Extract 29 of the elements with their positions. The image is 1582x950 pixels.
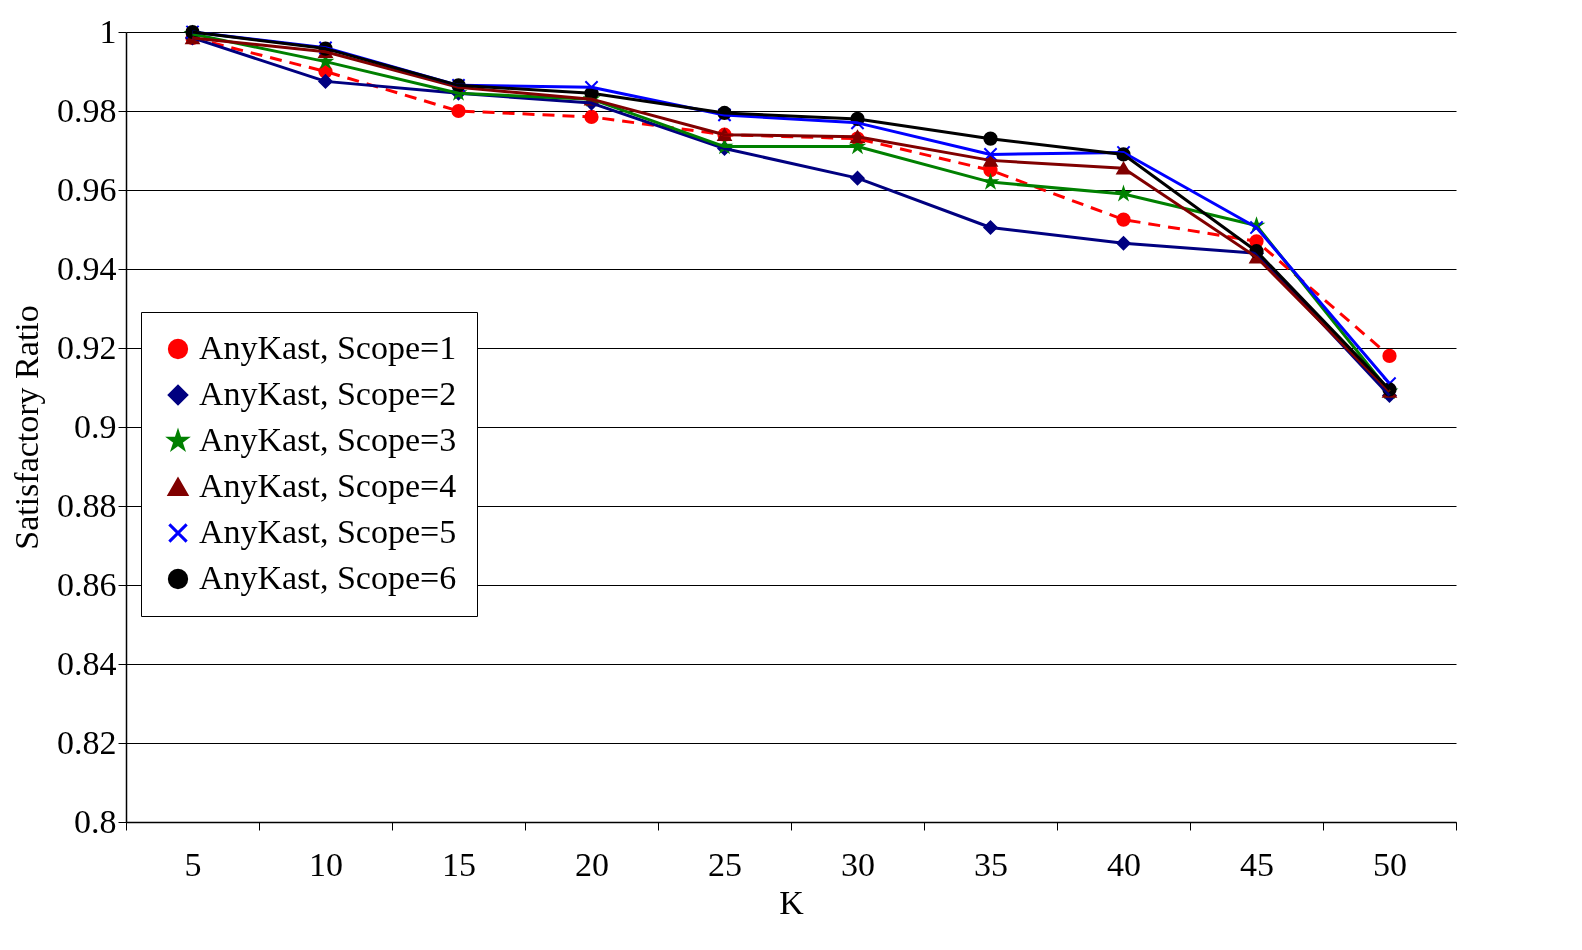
legend-label: AnyKast, Scope=3 (199, 421, 457, 458)
x-tick-label: 15 (442, 845, 476, 883)
legend-label: AnyKast, Scope=5 (199, 513, 457, 550)
legend-label: AnyKast, Scope=2 (199, 375, 457, 412)
y-tick-label: 0.88 (57, 486, 117, 524)
x-tick-label: 30 (841, 845, 875, 883)
legend-label: AnyKast, Scope=4 (199, 467, 457, 504)
legend-label: AnyKast, Scope=1 (199, 329, 457, 366)
x-axis-title: K (779, 883, 805, 921)
x-tick-label: 20 (575, 845, 609, 883)
legend-label: AnyKast, Scope=6 (199, 559, 457, 596)
x-tick-label: 25 (708, 845, 742, 883)
y-tick-label: 0.98 (57, 91, 117, 129)
y-tick-label: 0.94 (57, 249, 117, 287)
x-tick-label: 40 (1107, 845, 1141, 883)
x-tick-label: 50 (1373, 845, 1407, 883)
x-tick-label: 45 (1240, 845, 1274, 883)
x-tick-label: 35 (974, 845, 1008, 883)
y-tick-label: 0.82 (57, 723, 117, 761)
x-tick-label: 10 (309, 845, 343, 883)
y-tick-label: 0.96 (57, 170, 117, 208)
y-tick-label: 0.92 (57, 328, 117, 366)
x-tick-label: 5 (184, 845, 202, 883)
y-tick-label: 0.9 (74, 407, 117, 445)
y-axis-title: Satisfactory Ratio (8, 305, 45, 550)
y-tick-label: 0.84 (57, 644, 117, 682)
y-tick-label: 0.86 (57, 565, 117, 603)
y-tick-label: 1 (99, 12, 117, 50)
y-tick-label: 0.8 (74, 802, 117, 840)
